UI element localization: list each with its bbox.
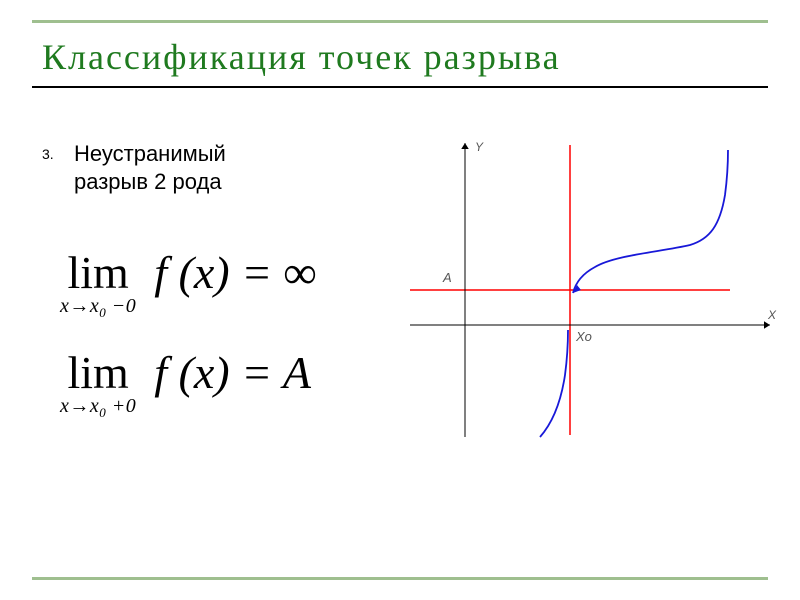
slide-title: Классификация точек разрыва bbox=[42, 36, 561, 78]
accent-bar-top bbox=[32, 20, 768, 23]
graph-svg: Y X Xo A bbox=[400, 135, 780, 445]
title-underline bbox=[32, 86, 768, 88]
lim-expression: f (x) = A bbox=[154, 350, 311, 396]
lim-operator: lim x→x0 −0 bbox=[60, 250, 136, 319]
lim-text: lim bbox=[67, 347, 128, 398]
lim-operator: lim x→x0 +0 bbox=[60, 350, 136, 419]
accent-bar-bottom bbox=[32, 577, 768, 580]
formula-limit-infinity: lim x→x0 −0 f (x) = ∞ bbox=[60, 250, 316, 319]
bullet-item: 3. Неустранимый разрыв 2 рода bbox=[42, 140, 402, 195]
lim-expression: f (x) = ∞ bbox=[154, 250, 316, 296]
lim-subscript: x→x0 +0 bbox=[60, 395, 136, 417]
discontinuity-graph: Y X Xo A bbox=[400, 135, 780, 445]
list-text: Неустранимый разрыв 2 рода bbox=[74, 140, 226, 195]
lim-text: lim bbox=[67, 247, 128, 298]
svg-text:X: X bbox=[767, 308, 777, 322]
svg-text:Y: Y bbox=[475, 140, 484, 154]
list-text-line2: разрыв 2 рода bbox=[74, 169, 222, 194]
list-text-line1: Неустранимый bbox=[74, 141, 226, 166]
svg-text:A: A bbox=[442, 270, 452, 285]
svg-text:Xo: Xo bbox=[575, 329, 592, 344]
list-number: 3. bbox=[42, 140, 70, 162]
slide: Классификация точек разрыва 3. Неустрани… bbox=[0, 0, 800, 600]
formula-limit-A: lim x→x0 +0 f (x) = A bbox=[60, 350, 311, 419]
lim-subscript: x→x0 −0 bbox=[60, 295, 136, 317]
